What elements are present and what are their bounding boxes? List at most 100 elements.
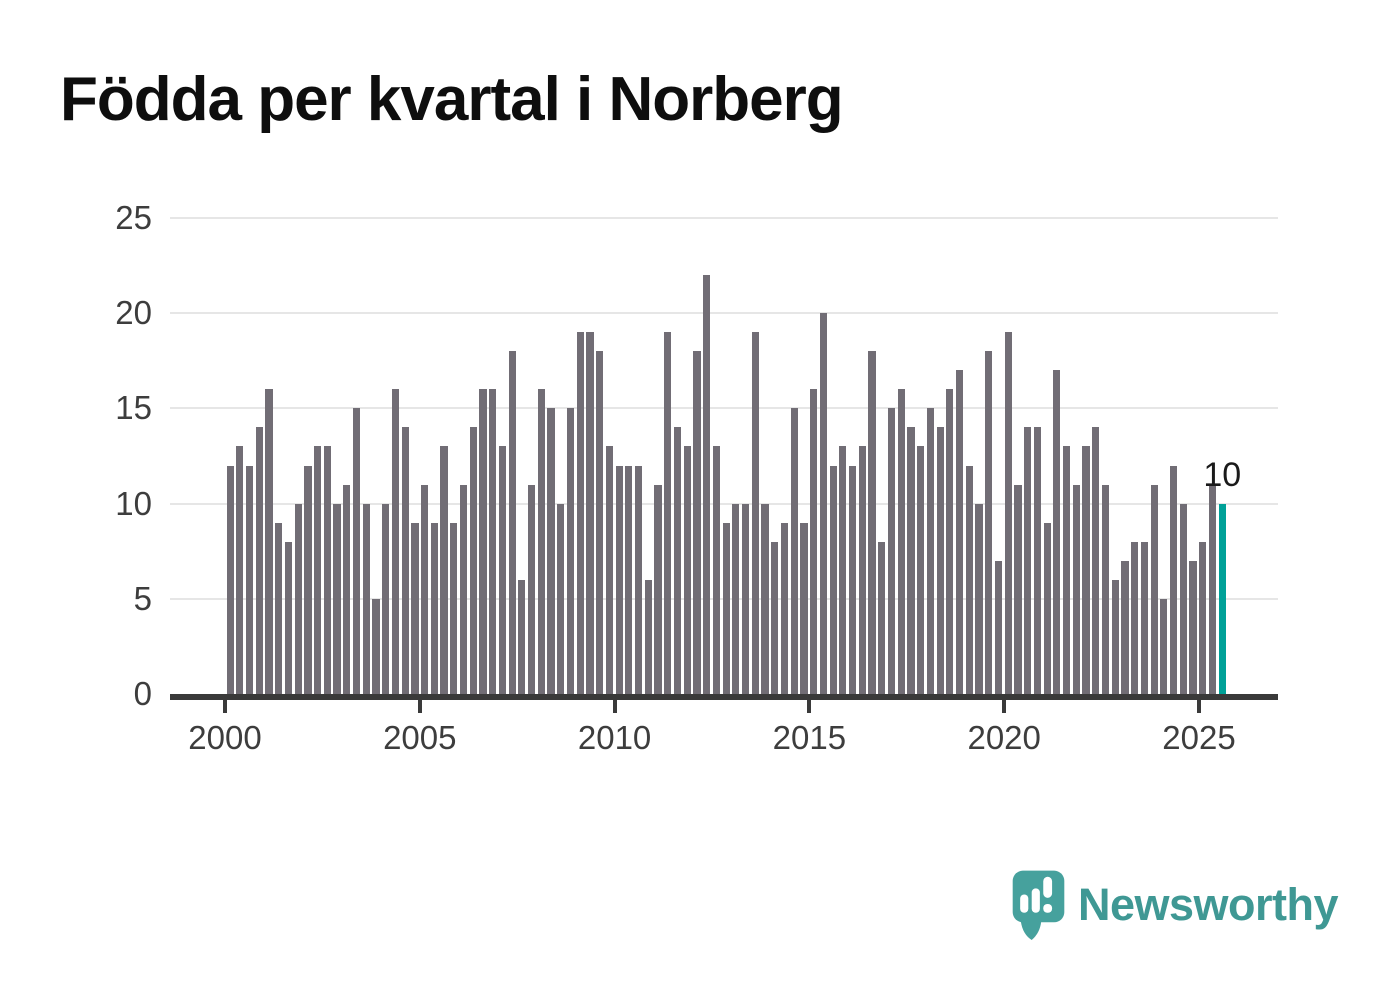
bar <box>557 503 565 694</box>
chart-title: Födda per kvartal i Norberg <box>60 65 844 134</box>
bar <box>284 541 293 694</box>
bar <box>391 389 400 694</box>
bar <box>275 522 283 694</box>
bar <box>975 503 983 694</box>
bar <box>1004 332 1012 694</box>
x-tick-2025 <box>1197 700 1201 713</box>
bar <box>469 427 477 694</box>
bar <box>605 446 614 694</box>
bar <box>1024 427 1032 694</box>
x-tick-2005 <box>417 700 422 713</box>
bar <box>644 579 652 694</box>
bar <box>440 446 448 694</box>
y-tick-label: 25 <box>115 199 152 236</box>
bar <box>615 465 623 694</box>
bar <box>654 484 662 694</box>
bar <box>751 332 759 694</box>
bar <box>868 351 876 694</box>
bar <box>761 503 769 694</box>
bar <box>858 446 866 694</box>
bar <box>635 465 643 694</box>
bar <box>878 541 886 694</box>
bar <box>498 446 507 694</box>
bar <box>489 389 497 694</box>
brand-footer: Newsworthy <box>1012 870 1339 942</box>
bar <box>1160 598 1168 694</box>
bar <box>1082 446 1090 694</box>
bar <box>1121 560 1129 694</box>
bar <box>450 522 458 694</box>
bar <box>664 332 672 694</box>
bar <box>625 465 633 694</box>
bar <box>819 313 828 694</box>
y-tick-label: 5 <box>133 579 152 617</box>
bar <box>1101 484 1110 694</box>
bar <box>352 408 361 694</box>
bar <box>518 579 526 694</box>
bar <box>459 484 468 694</box>
bar <box>887 408 896 694</box>
bar <box>907 427 915 694</box>
bar <box>382 503 390 694</box>
bar <box>479 389 487 694</box>
bar <box>985 351 993 694</box>
last-value-annotation: 10 <box>1203 455 1242 494</box>
bar <box>712 446 721 694</box>
bar <box>245 465 254 694</box>
bar <box>537 389 545 694</box>
brand-name: Newsworthy <box>1078 879 1339 930</box>
x-tick-2020 <box>1002 700 1007 713</box>
bar <box>956 370 964 694</box>
bar <box>897 389 905 694</box>
bar <box>314 446 322 694</box>
bar <box>1072 484 1080 694</box>
x-tick-2010 <box>612 700 617 713</box>
bar <box>343 484 351 694</box>
x-tick-label: 2025 <box>1162 719 1236 756</box>
bar <box>829 465 837 694</box>
bar <box>849 465 857 694</box>
bar <box>936 427 944 694</box>
bar <box>1063 446 1071 694</box>
x-tick-label: 2020 <box>967 719 1041 756</box>
bar <box>411 522 419 694</box>
bar <box>926 408 935 694</box>
bar <box>1140 541 1149 694</box>
bar <box>1111 579 1119 694</box>
bar <box>508 351 516 694</box>
bar <box>1179 503 1187 694</box>
x-tick-label: 2005 <box>383 719 457 756</box>
bar <box>722 522 730 694</box>
bar <box>1189 560 1197 694</box>
bar <box>673 427 682 694</box>
gridline-10 <box>170 502 1278 505</box>
bar-highlighted <box>1218 503 1226 694</box>
bar <box>946 389 954 694</box>
bar <box>1208 484 1217 694</box>
bar <box>790 408 798 694</box>
y-tick-label: 10 <box>115 484 152 522</box>
x-tick-2000 <box>223 700 227 713</box>
bar <box>771 541 779 694</box>
bar <box>1131 541 1139 694</box>
y-tick-label: 0 <box>133 675 152 712</box>
bar <box>810 389 818 694</box>
plot-area <box>170 217 1278 694</box>
bar <box>566 408 575 694</box>
bar <box>1199 541 1207 694</box>
bar <box>1053 370 1061 694</box>
bar <box>732 503 740 694</box>
bar <box>323 446 331 694</box>
bar <box>304 465 312 694</box>
x-tick-label: 2010 <box>577 719 652 756</box>
x-tick-label: 2000 <box>188 719 262 756</box>
y-tick-label: 15 <box>115 389 152 427</box>
x-tick-2015 <box>807 700 812 713</box>
bar <box>362 503 370 694</box>
bar <box>965 465 973 694</box>
bar <box>683 446 691 694</box>
bar <box>1092 427 1100 694</box>
bar <box>800 522 808 694</box>
bar <box>372 598 380 694</box>
